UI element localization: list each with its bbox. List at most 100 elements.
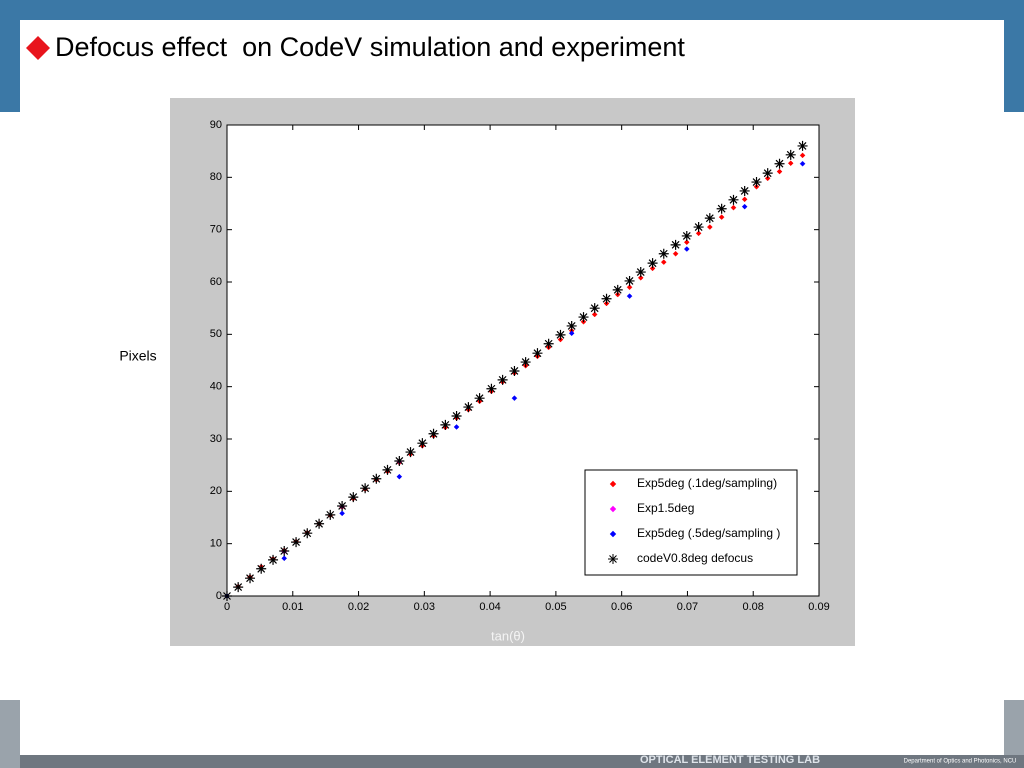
point [428, 428, 439, 439]
point [660, 259, 667, 265]
x-tick-label: 0.02 [348, 601, 369, 613]
y-tick-label: 70 [210, 224, 222, 236]
point [222, 591, 232, 601]
y-tick-label: 80 [210, 171, 222, 183]
point [396, 473, 403, 480]
point [463, 402, 474, 413]
y-tick-label: 50 [210, 328, 222, 340]
point [394, 455, 405, 466]
point [693, 222, 704, 233]
point [626, 284, 633, 291]
x-tick-label: 0.03 [414, 601, 435, 613]
point [568, 330, 575, 337]
point [728, 194, 739, 205]
y-tick-label: 10 [210, 538, 222, 550]
point [785, 149, 796, 160]
point [360, 483, 371, 494]
point [762, 168, 773, 179]
point [718, 214, 725, 220]
legend-label: codeV0.8deg defocus [637, 551, 753, 565]
point [774, 158, 785, 169]
point [405, 447, 416, 458]
point [612, 284, 623, 295]
x-tick-label: 0.01 [282, 601, 303, 613]
point [799, 160, 806, 167]
point [683, 239, 690, 246]
point [497, 374, 508, 385]
legend-box [584, 469, 798, 576]
point [706, 224, 713, 230]
x-tick-label: 0.04 [479, 601, 500, 613]
legend-label: Exp5deg (.5deg/sampling ) [637, 526, 780, 540]
point [704, 213, 715, 224]
title-bullet [26, 36, 50, 60]
point [591, 311, 598, 318]
point [233, 582, 244, 593]
point [797, 140, 808, 151]
point [302, 528, 313, 539]
point [511, 395, 518, 402]
point [348, 492, 359, 503]
x-tick-label: 0.05 [545, 601, 566, 613]
legend-marker [609, 530, 617, 538]
point [555, 329, 566, 340]
slide-title: Defocus effect on CodeV simulation and e… [55, 32, 685, 62]
point [509, 365, 520, 376]
point [417, 438, 428, 449]
point [486, 383, 497, 394]
legend-label: Exp1.5deg [637, 501, 694, 515]
point [451, 410, 462, 421]
point [635, 267, 646, 278]
x-tick-label: 0.06 [611, 601, 632, 613]
point [543, 338, 554, 349]
footer-strip [20, 755, 1024, 768]
footer-department: Department of Optics and Photonics, NCU [904, 759, 1017, 765]
point [578, 312, 589, 323]
point [683, 246, 690, 252]
x-tick-label: 0.08 [743, 601, 764, 613]
x-axis-label: tan(θ) [491, 628, 525, 643]
point [256, 563, 267, 574]
x-tick-label: 0 [224, 601, 230, 613]
legend-marker [608, 554, 618, 564]
point [520, 357, 531, 368]
point [787, 160, 794, 167]
point [532, 348, 543, 359]
point [776, 168, 783, 175]
y-tick-label: 90 [210, 119, 222, 131]
point [647, 258, 658, 269]
point [670, 239, 681, 250]
point [681, 230, 692, 241]
point [337, 500, 348, 511]
point [672, 250, 679, 257]
point [589, 303, 600, 314]
x-tick-label: 0.07 [677, 601, 698, 613]
point [695, 230, 702, 237]
y-tick-label: 20 [210, 485, 222, 497]
point [716, 203, 727, 214]
point [268, 554, 279, 565]
point [751, 177, 762, 188]
point [649, 265, 656, 272]
point [626, 293, 633, 299]
point [739, 185, 750, 196]
point [245, 573, 256, 584]
point [637, 274, 644, 281]
y-axis-label: Pixels [119, 348, 156, 364]
legend-marker [609, 480, 617, 488]
footer-lab: OPTICAL ELEMENT TESTING LAB [640, 754, 820, 766]
x-tick-label: 0.09 [808, 601, 829, 613]
point [440, 419, 451, 430]
y-tick-label: 60 [210, 276, 222, 288]
y-tick-label: 30 [210, 433, 222, 445]
point [474, 393, 485, 404]
point [279, 545, 290, 556]
point [624, 275, 635, 286]
point [314, 518, 325, 529]
point [281, 555, 288, 562]
point [601, 293, 612, 304]
point [799, 152, 806, 159]
point [730, 204, 737, 211]
